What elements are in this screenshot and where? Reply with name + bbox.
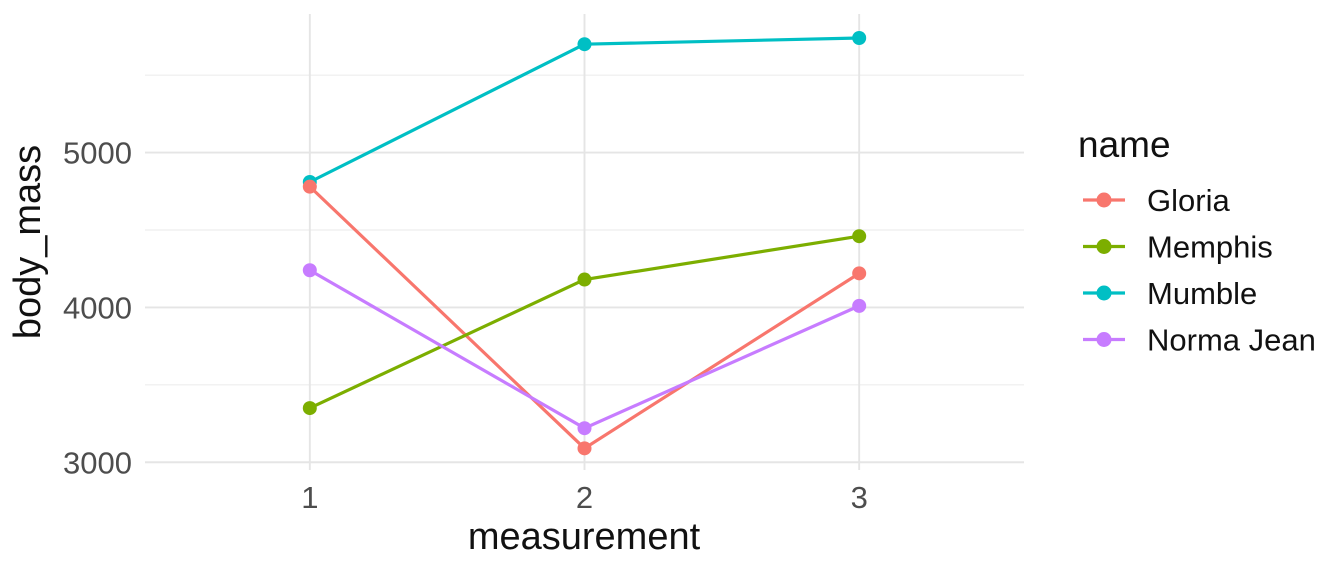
y-tick-label-4000: 4000 bbox=[63, 290, 132, 325]
data-point-mumble-x3 bbox=[852, 31, 867, 45]
legend-key-dot-mumble bbox=[1096, 285, 1112, 301]
legend-key-dot-memphis bbox=[1096, 239, 1112, 254]
x-tick-label-1: 1 bbox=[301, 480, 318, 515]
legend-label-mumble: Mumble bbox=[1147, 276, 1257, 311]
data-point-norma-jean-x1 bbox=[302, 263, 317, 278]
legend: Gloria Memphis Mumble Norma Jean bbox=[1083, 183, 1316, 358]
legend-key-dot-norma-jean bbox=[1096, 332, 1112, 347]
legend-entry-mumble: Mumble bbox=[1083, 276, 1257, 311]
y-tick-label-3000: 3000 bbox=[63, 445, 132, 480]
x-tick-label-3: 3 bbox=[851, 480, 868, 515]
x-axis-title: measurement bbox=[468, 516, 701, 558]
gridlines-major bbox=[145, 14, 1024, 470]
data-point-gloria-x2 bbox=[577, 441, 592, 456]
data-point-gloria-x3 bbox=[852, 266, 867, 281]
y-axis-tick-labels: 3000 4000 5000 bbox=[63, 136, 132, 481]
x-axis-tick-labels: 1 2 3 bbox=[301, 480, 868, 515]
legend-entry-memphis: Memphis bbox=[1083, 230, 1273, 265]
legend-label-norma-jean: Norma Jean bbox=[1147, 323, 1316, 358]
data-point-norma-jean-x3 bbox=[852, 298, 867, 313]
legend-label-gloria: Gloria bbox=[1147, 183, 1230, 218]
legend-entry-gloria: Gloria bbox=[1083, 183, 1230, 218]
legend-key-dot-gloria bbox=[1096, 192, 1112, 208]
legend-title: name bbox=[1078, 124, 1171, 165]
data-point-mumble-x2 bbox=[577, 37, 592, 52]
data-point-memphis-x1 bbox=[302, 401, 317, 416]
x-tick-label-2: 2 bbox=[576, 480, 593, 515]
legend-label-memphis: Memphis bbox=[1147, 230, 1273, 265]
legend-entry-norma-jean: Norma Jean bbox=[1083, 323, 1316, 358]
y-axis-title: body_mass bbox=[7, 145, 49, 339]
data-point-gloria-x1 bbox=[302, 179, 317, 194]
data-point-norma-jean-x2 bbox=[577, 421, 592, 436]
data-point-memphis-x2 bbox=[577, 272, 592, 287]
data-point-memphis-x3 bbox=[852, 229, 867, 244]
series-points bbox=[302, 31, 867, 456]
y-tick-label-5000: 5000 bbox=[63, 136, 132, 171]
